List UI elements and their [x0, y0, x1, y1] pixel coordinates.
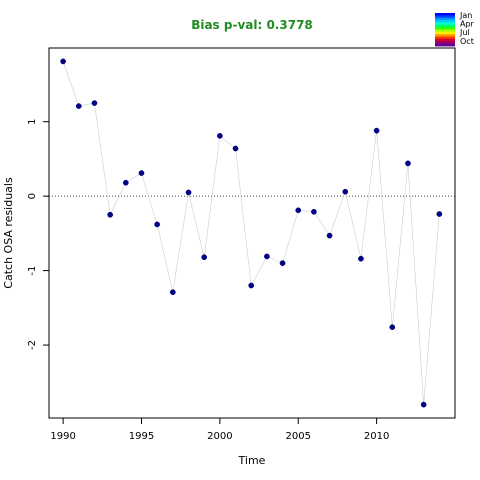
- data-point: [342, 188, 349, 195]
- data-point: [326, 232, 333, 239]
- data-point: [295, 207, 302, 214]
- legend-color-swatch: [435, 36, 455, 40]
- legend-label: Oct: [460, 37, 474, 46]
- legend-label: Apr: [460, 20, 475, 29]
- data-point: [201, 254, 208, 261]
- chart-title: Bias p-val: 0.3778: [191, 18, 313, 32]
- legend-color-swatch: [435, 27, 455, 30]
- x-tick-label: 1990: [50, 431, 75, 442]
- x-tick-label: 1995: [129, 431, 154, 442]
- x-axis-label: Time: [238, 454, 266, 467]
- data-points: [60, 58, 443, 408]
- data-point: [279, 260, 286, 267]
- data-point: [75, 103, 82, 109]
- x-tick-label: 2000: [207, 431, 232, 442]
- data-point: [122, 179, 129, 186]
- data-point: [373, 127, 380, 134]
- legend-color-swatch: [435, 15, 455, 19]
- legend-color-swatch: [435, 17, 455, 21]
- data-point: [405, 160, 411, 167]
- y-tick-label: 1: [27, 119, 38, 125]
- series-line: [62, 61, 440, 405]
- data-point: [217, 132, 223, 139]
- data-point: [311, 208, 317, 215]
- data-point: [138, 170, 145, 176]
- y-tick-label: -1: [27, 266, 38, 276]
- legend-color-swatch: [435, 31, 455, 35]
- x-tick-label: 2005: [286, 431, 311, 442]
- legend-color-swatch: [435, 29, 455, 33]
- y-tick-label: -2: [27, 340, 38, 350]
- x-tick-label: 2010: [364, 431, 389, 442]
- legend-color-swatch: [435, 43, 455, 47]
- legend-color-swatch: [435, 24, 455, 28]
- data-point: [60, 58, 66, 65]
- plot-area: [48, 47, 456, 419]
- data-point: [169, 289, 176, 296]
- data-point: [264, 253, 270, 260]
- legend-color-swatch: [435, 20, 455, 23]
- x-axis: 1990 1995 2000 2005 2010: [50, 418, 389, 442]
- y-axis: -2 -1 0 1: [27, 119, 49, 350]
- y-axis-label: Catch OSA residuals: [2, 177, 15, 289]
- legend-label: Jul: [459, 28, 470, 37]
- legend-color-swatch: [435, 13, 455, 16]
- data-point: [248, 282, 255, 289]
- legend-color-swatch: [435, 34, 455, 37]
- y-tick-label: 0: [27, 193, 38, 199]
- data-point: [107, 211, 113, 218]
- legend-color-swatch: [435, 41, 455, 45]
- data-point: [389, 324, 396, 331]
- data-point: [420, 401, 427, 408]
- legend-color-swatch: [435, 22, 455, 26]
- legend-label: Jan: [459, 11, 472, 20]
- data-point: [436, 211, 443, 217]
- data-point: [232, 145, 239, 152]
- data-point: [358, 255, 364, 262]
- data-point: [185, 189, 192, 196]
- legend-color-swatch: [435, 38, 455, 42]
- data-point: [154, 221, 161, 228]
- data-point: [91, 100, 98, 106]
